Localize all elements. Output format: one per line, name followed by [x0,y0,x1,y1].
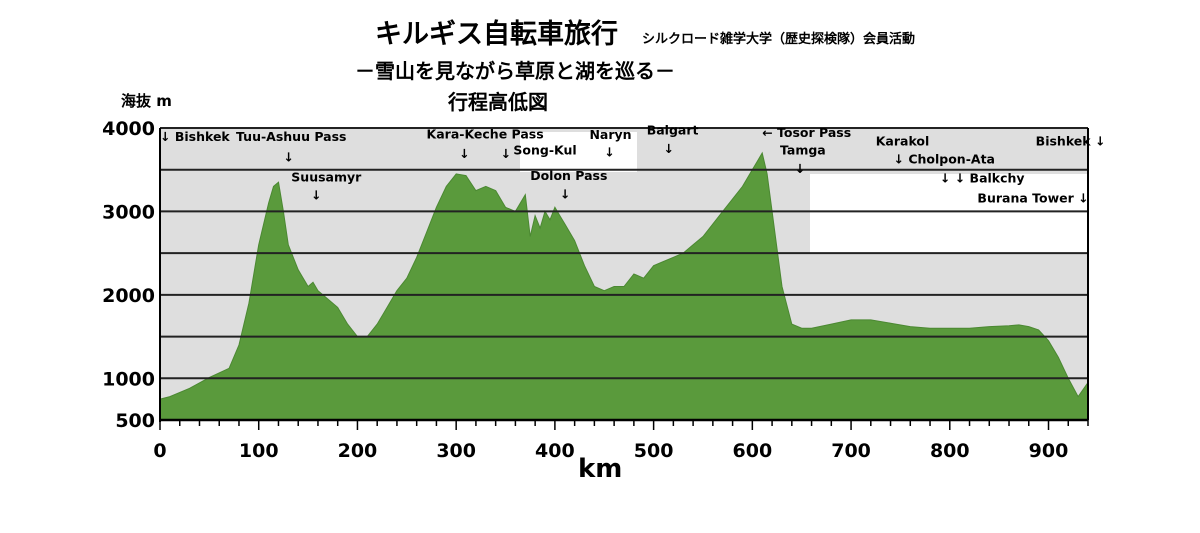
x-tick-label: 600 [733,440,773,462]
place-annotation: Kara-Keche Pass [427,126,544,141]
x-tick-label: 300 [436,440,476,462]
place-annotation: Balgart [647,123,699,138]
place-annotation: ↓ Bishkek [160,129,230,144]
place-annotation: ↓ [311,188,321,203]
y-tick-label: 500 [115,410,155,432]
axes [159,128,1089,430]
place-annotation: ↓ ↓ Balkchy [940,171,1025,186]
place-annotation: Song-Kul [513,143,576,158]
y-tick-labels: 4000 3000 2000 1000 500 [102,118,155,432]
place-annotation: ↓ [795,161,805,176]
x-tick-label: 100 [239,440,279,462]
place-annotation: Bishkek ↓ [1036,134,1106,149]
x-tick-label: 500 [634,440,674,462]
place-annotation: ↓ [283,149,293,164]
x-tick-label: 900 [1029,440,1069,462]
place-annotation: Karakol [876,134,930,149]
x-tick-label: 700 [831,440,871,462]
y-tick-label: 2000 [102,285,155,307]
x-tick-label: 200 [338,440,378,462]
chart-title-org: シルクロード雑学大学（歴史探検隊）会員活動 [642,31,915,47]
x-tick-label: 400 [535,440,575,462]
plot-background-white-region-3 [900,214,1088,254]
elevation-area [159,151,1089,421]
place-annotation: ↓ [663,141,673,156]
x-axis-label: km [578,454,622,484]
place-annotation: ↓ Cholpon-Ata [894,151,995,166]
x-tick-labels: 0 100 200 300 400 500 600 700 800 900 [153,440,1068,462]
chart-subtitle-2: 行程高低図 [447,90,548,114]
x-tick-label: 0 [153,440,166,462]
place-annotation: Naryn [589,127,631,142]
place-annotation: ↓ [459,146,469,161]
place-annotation: ↓ [604,144,614,159]
place-annotation: Suusamyr [291,169,362,184]
chart-subtitle: －雪山を見ながら草原と湖を巡る－ [355,59,675,83]
place-annotation: Tuu-Ashuu Pass [236,129,346,144]
y-axis-label: 海抜 m [121,92,172,110]
place-annotation: ← Tosor Pass [762,125,851,140]
chart-title: キルギス自転車旅行 [375,18,618,50]
y-tick-label: 4000 [102,118,155,140]
place-annotation: Tamga [780,143,826,158]
place-annotations: ↓ Bishkek Tuu-Ashuu Pass ↓ Suusamyr ↓ Kara-Ke… [160,123,1105,206]
place-annotation: ↓ [560,186,570,201]
plot-background-white-region-2 [520,132,637,172]
y-tick-label: 1000 [102,368,155,390]
x-tick-label: 800 [930,440,970,462]
place-annotation: Burana Tower ↓ [977,191,1088,206]
grid-lines [160,127,1088,421]
place-annotation: Dolon Pass [530,168,607,183]
place-annotation: ↓ [501,146,511,161]
y-tick-label: 3000 [102,201,155,223]
